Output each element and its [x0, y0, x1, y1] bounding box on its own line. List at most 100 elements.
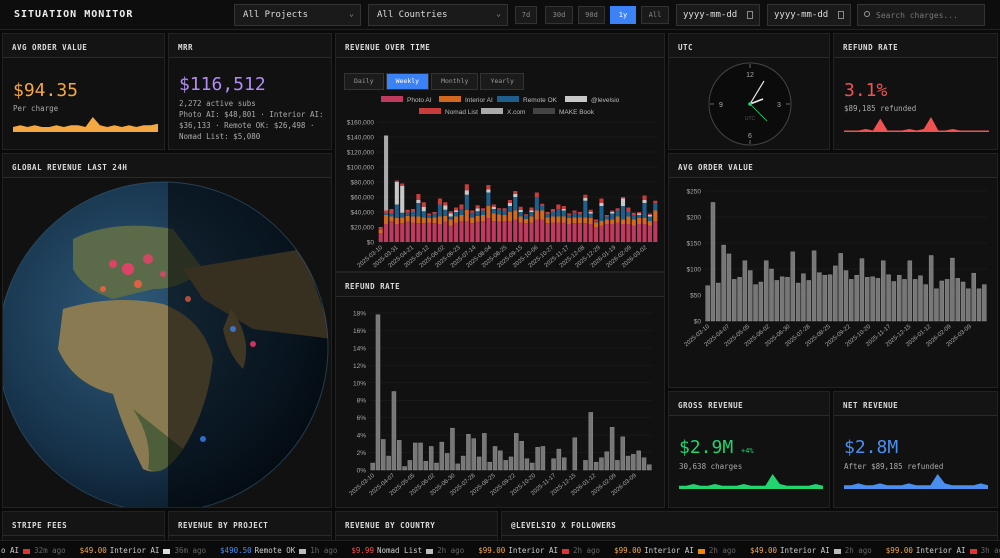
revenue-globe[interactable]	[3, 179, 331, 507]
legend-label[interactable]: MAKE Book	[559, 109, 595, 116]
bar	[732, 279, 737, 322]
country-flag-icon	[561, 548, 569, 554]
bar-segment	[475, 221, 480, 242]
search-input[interactable]: Search charges...	[857, 4, 985, 26]
bar-segment	[647, 221, 652, 226]
range-90d[interactable]: 90d	[578, 6, 605, 24]
bar	[753, 284, 758, 322]
bar	[859, 258, 865, 322]
bar	[849, 279, 854, 322]
bar	[588, 412, 594, 471]
date-from-input[interactable]: yyyy-mm-dd	[676, 4, 760, 26]
bar	[710, 202, 716, 322]
tab-yearly[interactable]: Yearly	[480, 73, 524, 90]
bar	[604, 451, 609, 471]
calendar-icon[interactable]	[838, 11, 844, 19]
bar	[641, 457, 647, 471]
refund-rate-sparkline	[844, 117, 989, 132]
bar-segment	[394, 218, 399, 224]
charge-project: Remote OK	[254, 546, 296, 555]
date-to-input[interactable]: yyyy-mm-dd	[767, 4, 851, 26]
bar-segment	[432, 214, 437, 218]
mrr-line: Nomad List: $5,080	[179, 132, 261, 141]
panel-title: GLOBAL REVENUE LAST 24H	[3, 154, 331, 178]
bar	[843, 270, 849, 322]
bar-segment	[599, 225, 604, 242]
range-1y[interactable]: 1y	[610, 6, 636, 24]
charge-amount: $49.00	[79, 546, 107, 555]
avg-order-card: AVG ORDER VALUE $94.35 Per charge	[2, 33, 165, 150]
refund-rate-sub: $89,185 refunded	[844, 104, 917, 113]
bar-segment	[497, 208, 502, 210]
bar-segment	[545, 212, 550, 215]
charge-time: 2h ago	[437, 546, 465, 555]
mrr-line: $36,133 · Remote OK: $26,498 ·	[179, 121, 315, 130]
legend-label[interactable]: Interior AI	[465, 97, 493, 104]
project-select[interactable]: All Projects ⌄	[234, 4, 361, 26]
bar-segment	[459, 221, 464, 242]
bar-segment	[384, 135, 389, 211]
bar-segment	[502, 221, 507, 242]
gross-revenue-card: GROSS REVENUE $2.9M +4% 30,638 charges	[668, 391, 830, 508]
bar-segment	[518, 206, 523, 210]
y-tick-label: $120,000	[347, 150, 374, 157]
bar	[886, 274, 891, 322]
ticker-item[interactable]: o AI 32m ago	[0, 546, 66, 555]
chevron-down-icon: ⌄	[349, 9, 354, 18]
bar-segment	[572, 217, 577, 224]
bar-segment	[491, 204, 496, 207]
utc-clock-card: UTC 12 3 6 9 UTC	[668, 33, 830, 150]
bar-segment	[405, 215, 410, 222]
bar-segment	[588, 209, 593, 212]
tab-daily[interactable]: Daily	[344, 73, 384, 90]
ticker-item[interactable]: $99.00 Interior AI 2h ago	[478, 546, 600, 555]
legend-label[interactable]: X.com	[507, 109, 525, 116]
bar	[620, 436, 625, 471]
legend-swatch	[419, 108, 441, 114]
bar	[790, 251, 796, 322]
bar	[966, 288, 971, 322]
range-all[interactable]: All	[641, 6, 669, 24]
country-flag-icon	[833, 548, 841, 554]
bar-segment	[534, 210, 539, 220]
legend-label[interactable]: @levelsio	[591, 97, 620, 104]
y-tick-label: $100	[687, 267, 702, 274]
bar	[737, 277, 742, 322]
bar-segment	[550, 222, 556, 242]
bar-segment	[443, 202, 448, 206]
calendar-icon[interactable]	[747, 11, 753, 19]
bar-segment	[626, 207, 631, 212]
bar	[960, 281, 966, 322]
tab-monthly[interactable]: Monthly	[431, 73, 479, 90]
app-title: SITUATION MONITOR	[14, 9, 134, 20]
avg-order-value-chart: $0$50$100$150$200$2502025-03-102025-04-0…	[684, 189, 987, 348]
bar-segment	[378, 230, 383, 233]
legend-label[interactable]: Remote OK	[523, 97, 558, 104]
clock-label: UTC	[745, 116, 756, 122]
analog-clock: 12 3 6 9 UTC	[708, 62, 792, 146]
ticker-item[interactable]: $49.00 Interior AI 36m ago	[80, 546, 206, 555]
ticker-item[interactable]: $99.00 Interior AI 2h ago	[614, 546, 736, 555]
bar	[381, 439, 386, 471]
ticker-item[interactable]: $49.00 Interior AI 2h ago	[750, 546, 872, 555]
bar	[939, 280, 944, 322]
ticker-item[interactable]: $9.99 Nomad List 2h ago	[351, 546, 464, 555]
bar-segment	[610, 219, 615, 224]
legend-label[interactable]: Photo AI	[407, 97, 432, 104]
bar	[386, 455, 391, 471]
range-30d[interactable]: 30d	[545, 6, 573, 24]
country-select[interactable]: All Countries ⌄	[368, 4, 508, 26]
range-7d[interactable]: 7d	[515, 6, 537, 24]
tab-weekly[interactable]: Weekly	[385, 73, 430, 90]
legend-label[interactable]: Nomad List	[445, 109, 478, 116]
bar	[769, 268, 774, 322]
search-icon	[864, 11, 870, 17]
panel-title: STRIPE FEES	[3, 512, 164, 536]
ticker-item[interactable]: $490.50 Remote OK 1h ago	[220, 546, 337, 555]
bar	[524, 458, 530, 471]
bar-segment	[384, 213, 389, 215]
bar-segment	[421, 211, 426, 218]
bar	[647, 464, 652, 471]
bar-segment	[400, 217, 405, 224]
